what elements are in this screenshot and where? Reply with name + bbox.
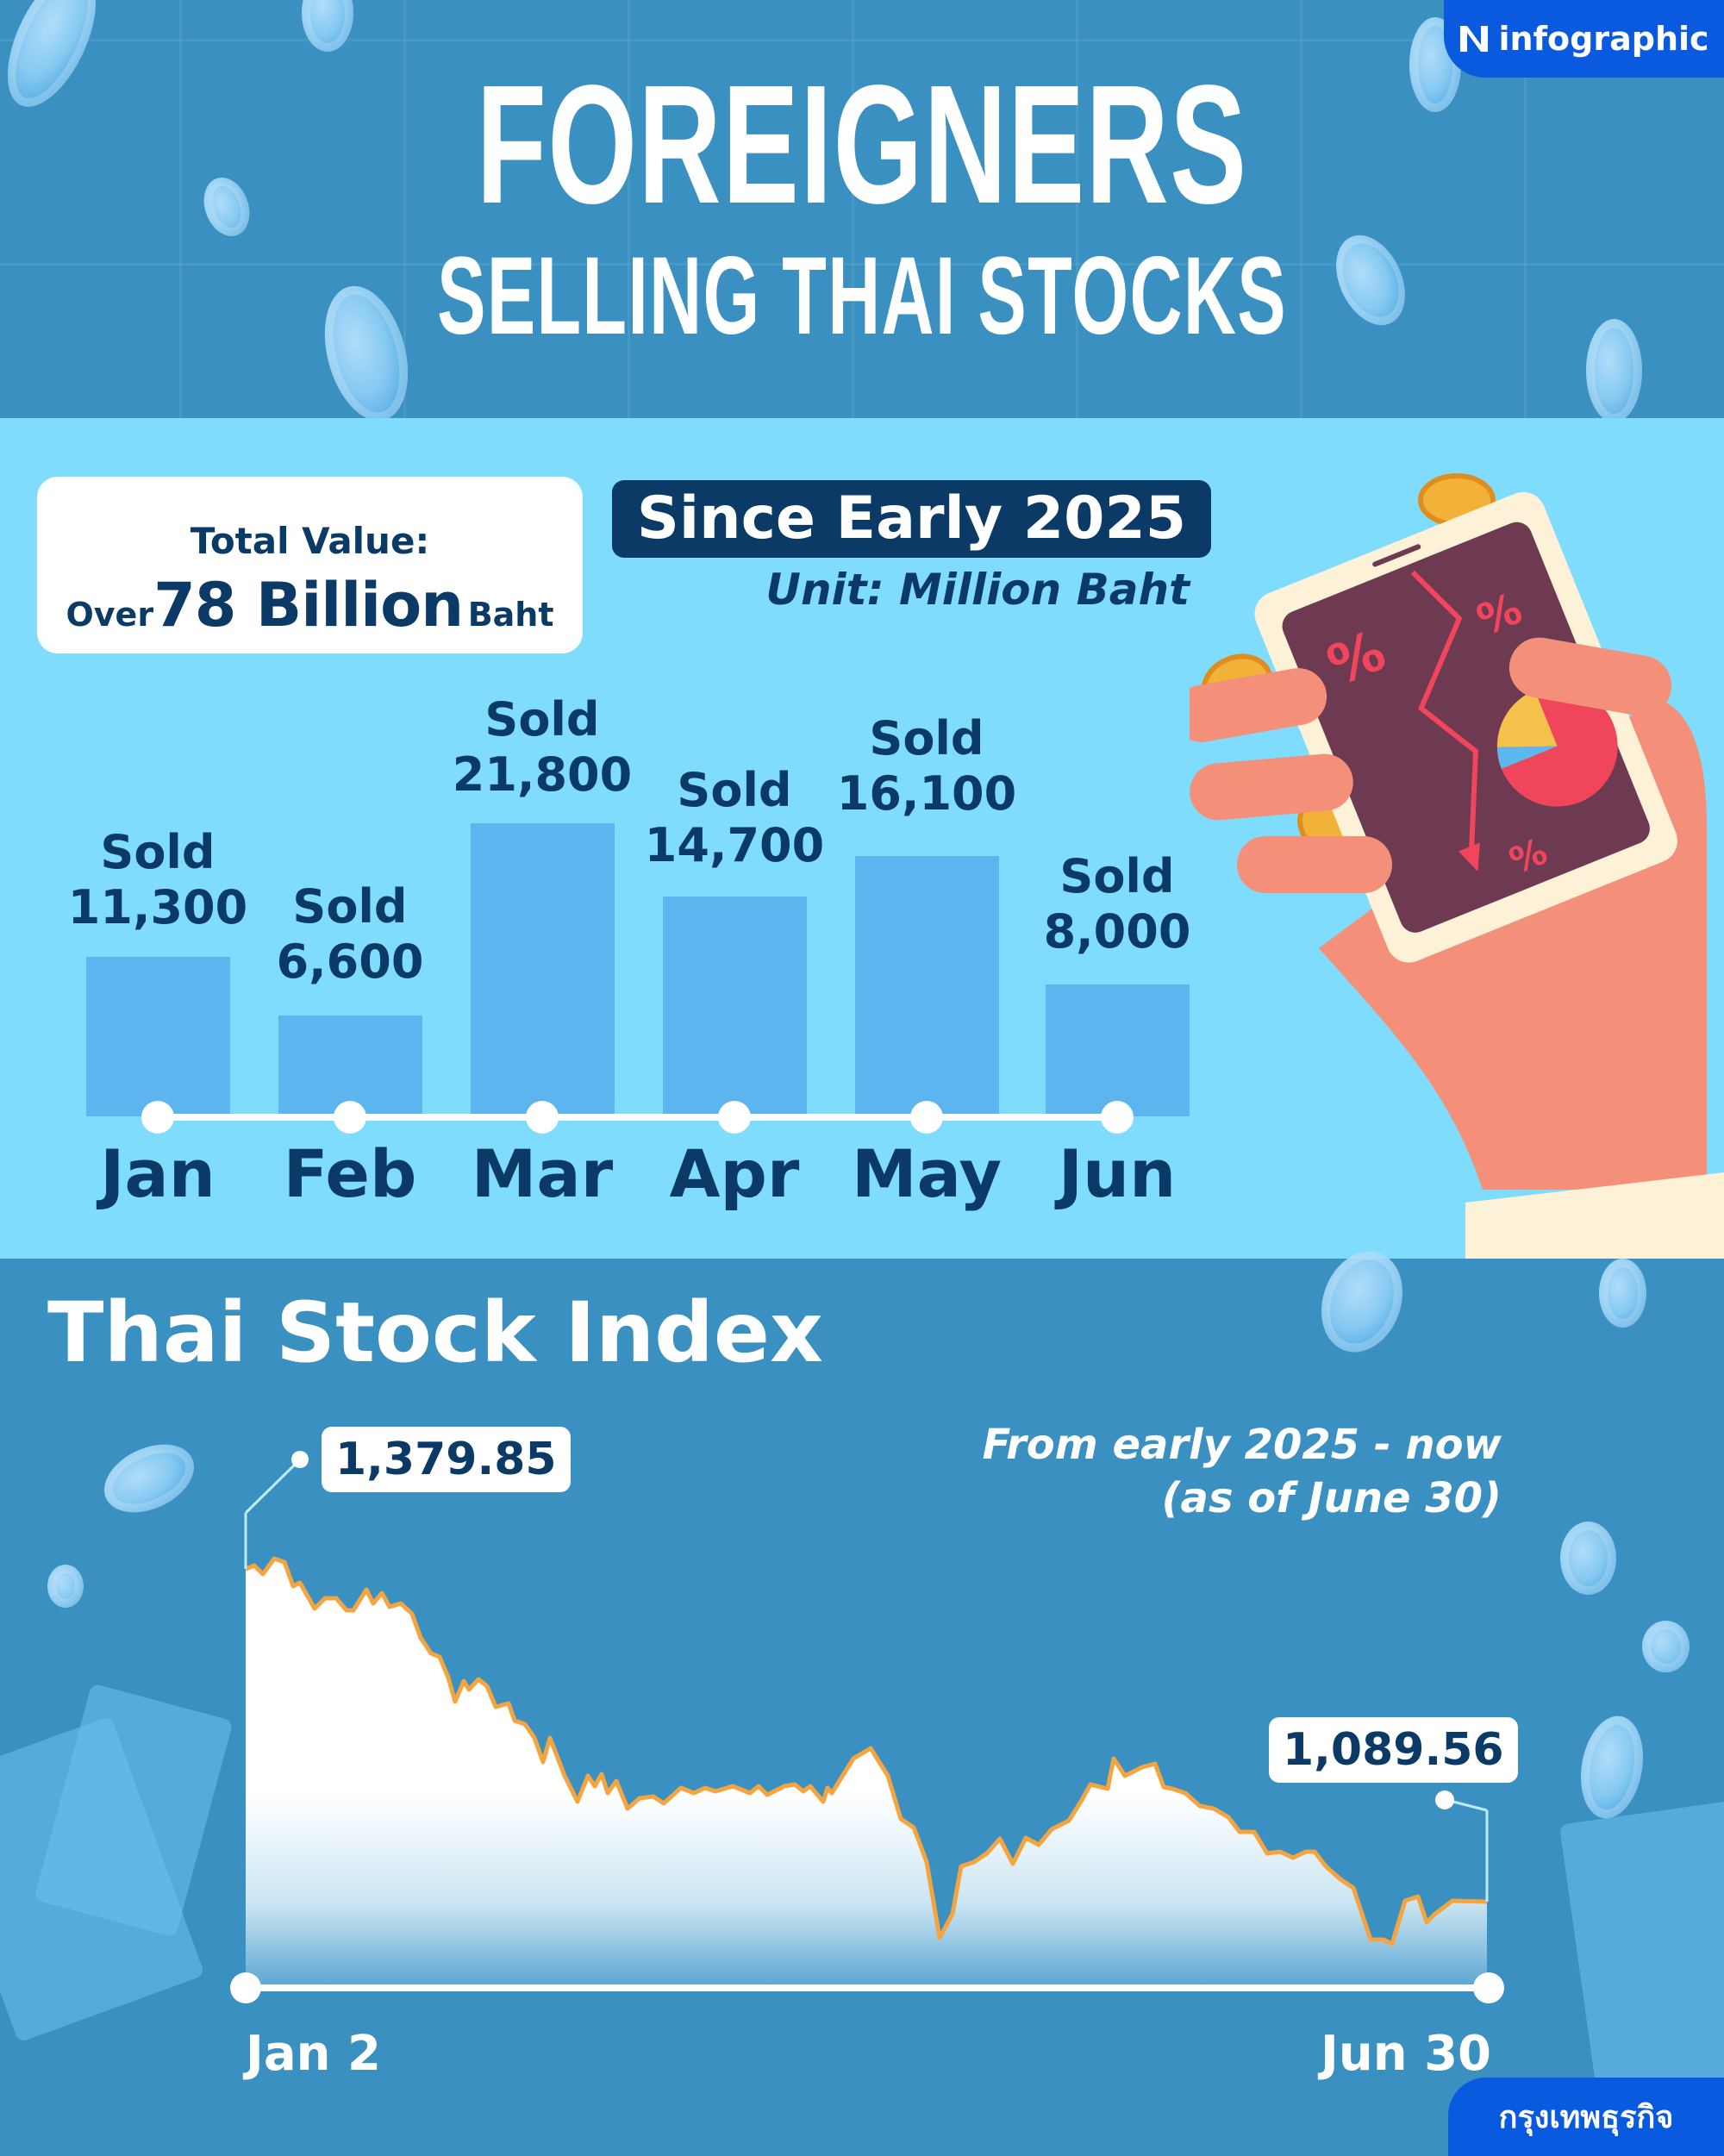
start-marker xyxy=(291,1451,309,1468)
bar-feb xyxy=(278,1016,422,1116)
bar-jun xyxy=(1046,984,1190,1116)
publisher-logo: กรุงเทพธุรกิจ xyxy=(1448,2078,1724,2156)
bar-axis-line xyxy=(155,1114,1116,1121)
start-value-badge: 1,379.85 xyxy=(322,1427,571,1492)
month-label-mar: Mar xyxy=(471,1135,614,1212)
bar-label-mar: Sold 21,800 xyxy=(452,692,633,802)
coin-decoration-icon xyxy=(1586,319,1642,418)
end-value-badge: 1,089.56 xyxy=(1269,1717,1518,1783)
bar-may xyxy=(855,856,999,1116)
month-label-may: May xyxy=(851,1135,1003,1212)
stock-index-panel: Thai Stock Index From early 2025 - now (… xyxy=(0,1240,1724,2156)
month-label-jan: Jan xyxy=(100,1135,216,1212)
index-range-label: From early 2025 - now (as of June 30) xyxy=(982,1421,1502,1522)
index-area-fill xyxy=(246,1559,1487,1988)
coin-decoration-icon xyxy=(1599,1259,1646,1328)
page-title-line1: FOREIGNERS xyxy=(476,50,1248,239)
end-marker xyxy=(1435,1790,1454,1809)
month-label-feb: Feb xyxy=(283,1135,417,1212)
month-label-apr: Apr xyxy=(669,1135,800,1212)
bar-jan xyxy=(86,957,230,1116)
month-label-jun: Jun xyxy=(1058,1135,1177,1212)
coin-decoration-icon xyxy=(1560,1522,1616,1595)
axis-dot xyxy=(718,1101,751,1134)
unit-label: Unit: Million Baht xyxy=(765,565,1190,615)
logo-n-icon xyxy=(1460,26,1489,52)
bar-label-jan: Sold 11,300 xyxy=(67,825,248,934)
bar-apr xyxy=(663,897,807,1116)
coin-decoration-icon xyxy=(47,1565,84,1608)
axis-dot xyxy=(526,1101,559,1134)
hand-phone-illustration: % % % xyxy=(1190,473,1724,1259)
brand-logo: infographic xyxy=(1444,0,1724,78)
bar-mar xyxy=(471,823,615,1116)
total-value-card: Total Value: Over78 Billion Baht xyxy=(37,477,583,653)
total-label: Total Value: xyxy=(190,520,430,562)
x-label-start: Jan 2 xyxy=(246,2026,381,2082)
bar-label-may: Sold 16,100 xyxy=(836,711,1017,821)
coin-decoration-icon xyxy=(1642,1621,1690,1672)
page-title-line2: SELLING THAI STOCKS xyxy=(437,234,1287,358)
total-suffix: Baht xyxy=(467,596,554,634)
axis-dot xyxy=(334,1101,366,1134)
total-value: 78 Billion xyxy=(153,570,464,641)
x-label-end: Jun 30 xyxy=(1321,2026,1491,2082)
bar-label-feb: Sold 6,600 xyxy=(276,879,424,989)
axis-dot xyxy=(910,1101,943,1134)
total-prefix: Over xyxy=(66,596,154,634)
logo-text: infographic xyxy=(1498,20,1709,58)
period-badge: Since Early 2025 xyxy=(612,480,1211,558)
bar-label-apr: Sold 14,700 xyxy=(644,763,825,872)
axis-dot xyxy=(1101,1101,1134,1134)
axis-dot xyxy=(141,1101,174,1134)
index-line xyxy=(245,1556,1488,1947)
foreign-selling-panel: Total Value: Over78 Billion Baht Since E… xyxy=(0,418,1724,1259)
header: FOREIGNERS SELLING THAI STOCKS infograph… xyxy=(0,0,1724,418)
bar-label-jun: Sold 8,000 xyxy=(1043,849,1191,959)
index-title: Thai Stock Index xyxy=(47,1284,823,1381)
